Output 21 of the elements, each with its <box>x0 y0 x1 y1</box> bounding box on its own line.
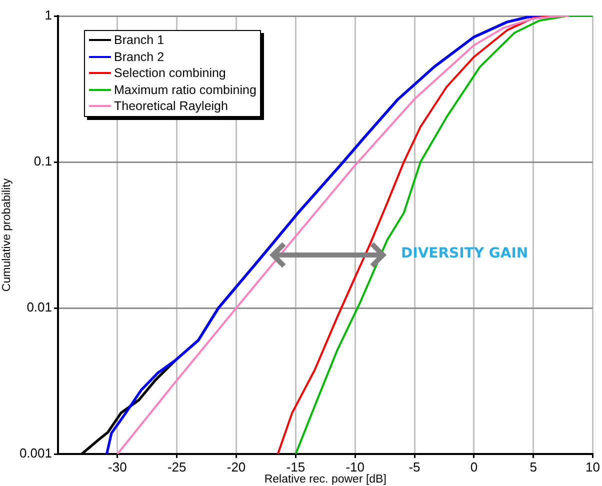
x-tick-label: -30 <box>108 459 127 474</box>
y-axis-title: Cumulative probability <box>1 178 14 292</box>
x-axis-title: Relative rec. power [dB] <box>264 473 386 486</box>
x-tick-label: 0 <box>470 459 478 474</box>
legend-label: Branch 2 <box>114 48 164 65</box>
x-tick-label: -25 <box>167 459 186 474</box>
annotation: DIVERSITY GAIN <box>401 246 528 262</box>
legend-label: Theoretical Rayleigh <box>114 98 228 114</box>
legend-label: Maximum ratio combining <box>114 82 256 98</box>
x-tick-label: 5 <box>530 459 537 474</box>
x-tick-label: -10 <box>346 459 364 474</box>
x-tick-label: -20 <box>226 459 246 474</box>
y-tick-label: 1 <box>44 8 52 23</box>
legend-label: Selection combining <box>114 65 226 82</box>
x-tick-label: 10 <box>586 459 600 474</box>
x-tick-label: -5 <box>408 459 420 474</box>
y-tick-label: 0.001 <box>19 446 52 461</box>
legend-label: Branch 1 <box>114 32 164 48</box>
x-tick-label: -15 <box>286 459 306 474</box>
y-tick-label: 0.01 <box>26 300 52 315</box>
y-tick-label: 0.1 <box>34 154 52 169</box>
